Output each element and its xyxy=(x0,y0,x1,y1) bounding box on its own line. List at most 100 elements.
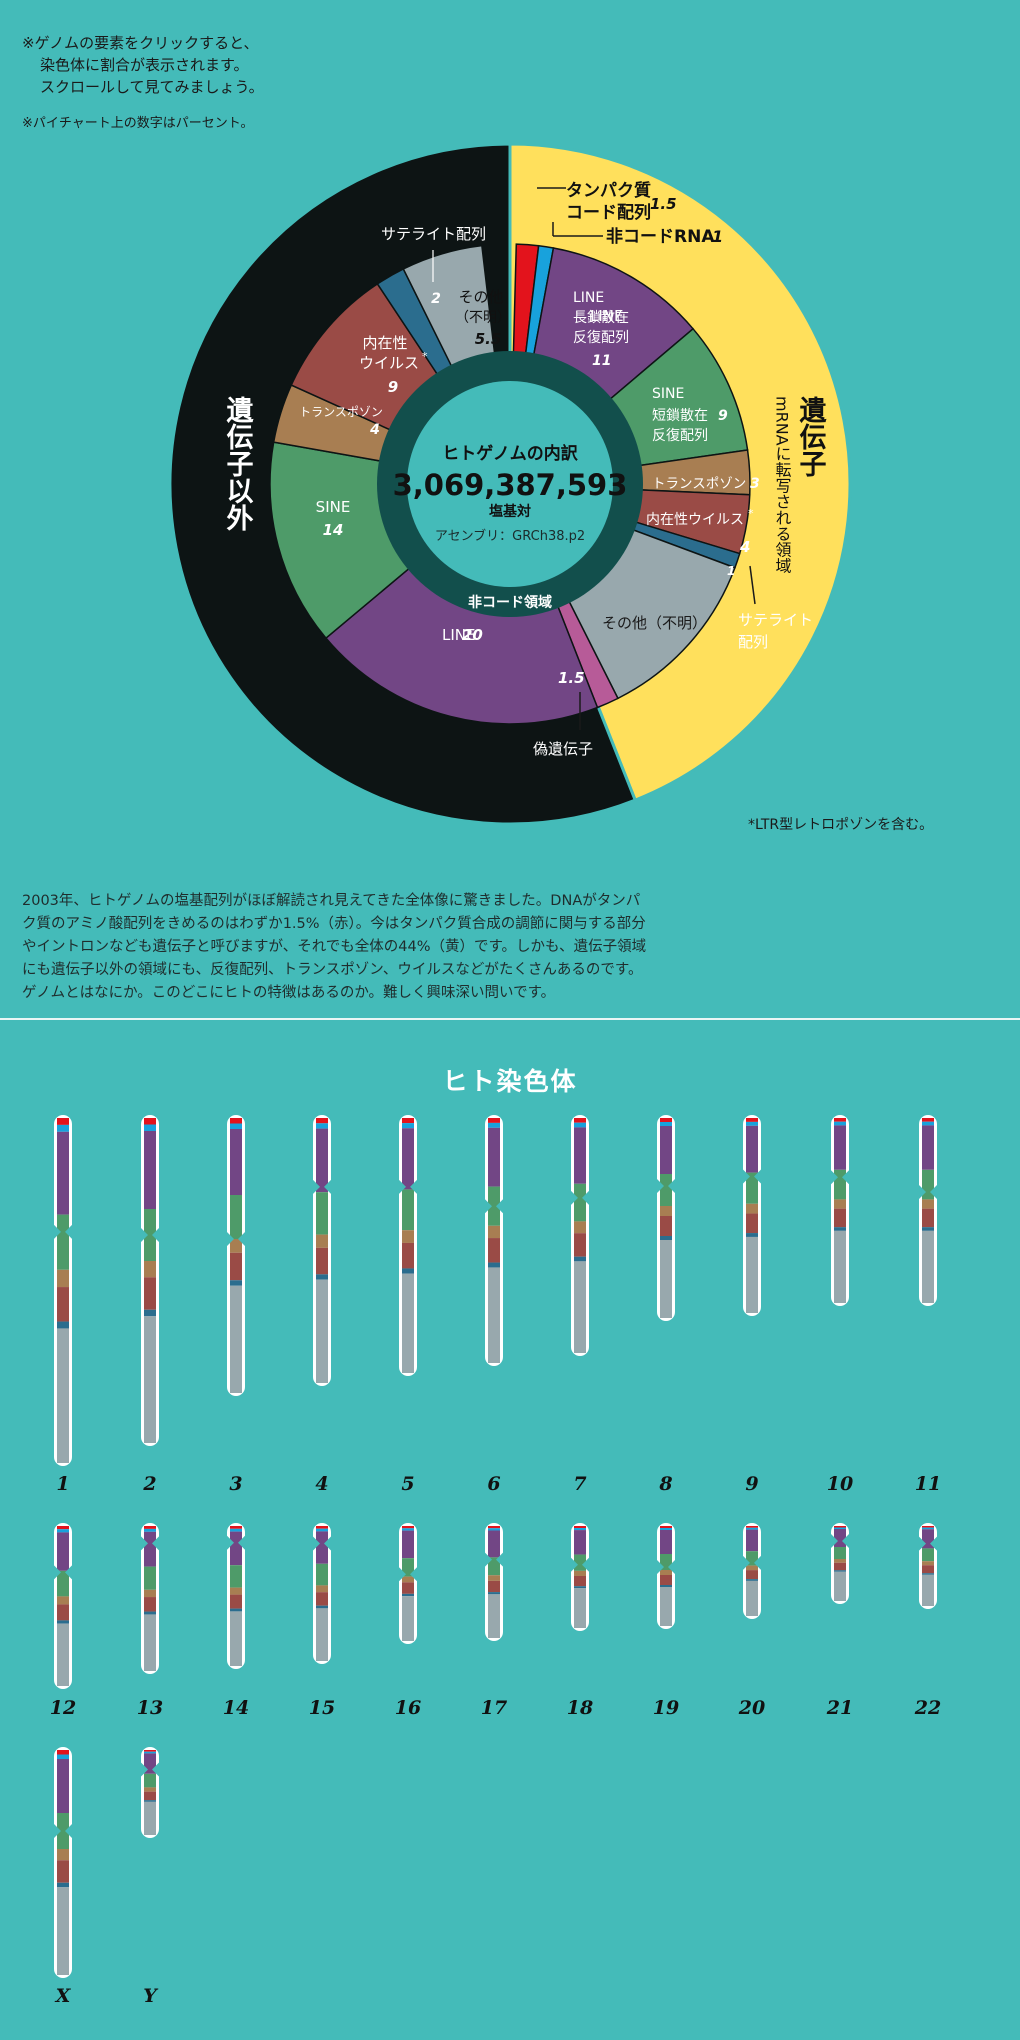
chromosome-X[interactable]: X xyxy=(54,1747,72,2007)
label-satellite-value: 1 xyxy=(727,564,735,578)
chromosome-band-noncoding_rna xyxy=(660,1528,672,1530)
chromosome-band-line xyxy=(316,1128,328,1193)
chromosome-band-protein_coding xyxy=(144,1750,156,1752)
chromosome-band-satellite xyxy=(57,1882,69,1888)
chromosome-12[interactable]: 12 xyxy=(50,1523,76,1719)
chromosome-label: 3 xyxy=(229,1473,242,1495)
chromosome-band-satellite xyxy=(660,1585,672,1587)
chromosome-band-noncoding_rna xyxy=(316,1528,328,1532)
chromosome-band-satellite xyxy=(574,1256,586,1262)
chromosome-4[interactable]: 4 xyxy=(313,1115,331,1495)
label-sine-value: 9 xyxy=(718,408,728,424)
label-ncrna-value: 1 xyxy=(712,227,723,246)
chromosome-band-sine xyxy=(57,1214,69,1270)
label-erv2-value: 9 xyxy=(388,378,398,396)
chromosome-band-protein_coding xyxy=(574,1526,586,1529)
chromosome-band-satellite xyxy=(316,1605,328,1609)
chromosome-band-erv xyxy=(922,1208,934,1228)
chromosome-band-satellite xyxy=(230,1280,242,1286)
chromosome-band-transposon xyxy=(746,1565,758,1571)
chromosome-band-other xyxy=(834,1230,846,1303)
chromosome-band-protein_coding xyxy=(57,1750,69,1755)
chromosome-band-erv xyxy=(922,1565,934,1574)
chromosome-band-other xyxy=(574,1588,586,1628)
chromosome-5[interactable]: 5 xyxy=(399,1115,417,1495)
chromosome-band-satellite xyxy=(488,1262,500,1268)
chromosome-22[interactable]: 22 xyxy=(914,1523,941,1719)
label-erv: 内在性ウイルス xyxy=(646,512,744,528)
chromosome-band-other xyxy=(488,1594,500,1638)
chromosome-band-transposon xyxy=(488,1225,500,1239)
chromosome-band-protein_coding xyxy=(57,1526,69,1530)
chromosome-1[interactable]: 1 xyxy=(54,1115,72,1495)
chromosome-19[interactable]: 19 xyxy=(653,1523,679,1719)
section-divider xyxy=(0,1018,1020,1020)
chromosome-band-other xyxy=(57,1623,69,1686)
chromosome-20[interactable]: 20 xyxy=(738,1523,765,1719)
chromosome-band-satellite xyxy=(230,1608,242,1612)
center-count: 3,069,387,593 xyxy=(393,468,628,502)
chromosome-21[interactable]: 21 xyxy=(826,1523,853,1719)
chromosome-band-protein_coding xyxy=(746,1118,758,1122)
chromosome-band-protein_coding xyxy=(316,1118,328,1124)
chromosome-band-sine xyxy=(574,1554,586,1571)
label-pseudogene: 偽遺伝子 xyxy=(533,740,593,758)
chromosome-6[interactable]: 6 xyxy=(485,1115,503,1495)
chromosome-11[interactable]: 11 xyxy=(915,1115,941,1495)
chromosome-band-satellite xyxy=(746,1233,758,1237)
chromosome-band-protein_coding xyxy=(316,1526,328,1529)
center-disc xyxy=(407,381,613,587)
centromere xyxy=(571,1190,589,1205)
chromosome-9[interactable]: 9 xyxy=(743,1115,761,1495)
chromosome-band-protein_coding xyxy=(230,1118,242,1124)
chromosome-band-other xyxy=(922,1574,934,1606)
label-erv2-b: ウイルス xyxy=(359,354,419,372)
chromosome-15[interactable]: 15 xyxy=(309,1523,335,1719)
chromosome-band-line xyxy=(402,1128,414,1190)
chromosome-16[interactable]: 16 xyxy=(395,1523,421,1719)
chromosome-band-erv xyxy=(57,1860,69,1883)
chromosome-label: 14 xyxy=(223,1697,249,1719)
chromosome-17[interactable]: 17 xyxy=(481,1523,507,1719)
chromosome-13[interactable]: 13 xyxy=(137,1523,163,1719)
label-line2-value: 20 xyxy=(462,626,483,644)
chromosome-band-noncoding_rna xyxy=(57,1529,69,1533)
chromosome-band-satellite xyxy=(922,1573,934,1575)
chromosome-band-erv xyxy=(230,1594,242,1609)
chromosome-band-line xyxy=(574,1127,586,1184)
chromosome-7[interactable]: 7 xyxy=(571,1115,589,1495)
chromosome-band-line xyxy=(57,1532,69,1571)
label-line-value: 11 xyxy=(592,353,611,369)
chromosome-8[interactable]: 8 xyxy=(657,1115,675,1495)
center-unit: 塩基対 xyxy=(489,503,531,520)
chromosome-band-line xyxy=(402,1530,414,1559)
chromosome-3[interactable]: 3 xyxy=(227,1115,245,1495)
chromosome-band-sine xyxy=(316,1563,328,1586)
chromosome-band-transposon xyxy=(57,1596,69,1605)
chromosome-label: 9 xyxy=(745,1473,758,1495)
chromosome-18[interactable]: 18 xyxy=(567,1523,593,1719)
centromere xyxy=(399,1567,417,1582)
chromosome-band-transposon xyxy=(57,1269,69,1288)
chromosome-band-sine xyxy=(746,1172,758,1204)
chromosome-band-satellite xyxy=(834,1570,846,1572)
label-line-sub2: 反復配列 xyxy=(573,329,629,346)
label-sine2: SINE xyxy=(316,498,351,516)
chromosome-band-protein_coding xyxy=(922,1526,934,1528)
chromosome-2[interactable]: 2 xyxy=(141,1115,159,1495)
chromosome-Y[interactable]: Y xyxy=(141,1747,159,2007)
centromere xyxy=(227,1232,245,1246)
chromosome-14[interactable]: 14 xyxy=(223,1523,249,1719)
chromosome-band-erv xyxy=(316,1592,328,1606)
chromosome-band-other xyxy=(660,1587,672,1626)
chromosome-10[interactable]: 10 xyxy=(827,1115,853,1495)
chromosome-band-erv xyxy=(574,1575,586,1587)
chromosome-band-sine xyxy=(57,1570,69,1597)
chromosome-band-line xyxy=(834,1125,846,1170)
label-pseudogene-value: 1.5 xyxy=(558,669,585,687)
chromosome-band-other xyxy=(316,1279,328,1383)
chromosome-band-other xyxy=(144,1801,156,1835)
chromosome-band-sine xyxy=(144,1566,156,1590)
chromosome-label: 15 xyxy=(309,1697,335,1719)
chromosome-label: 19 xyxy=(653,1697,679,1719)
